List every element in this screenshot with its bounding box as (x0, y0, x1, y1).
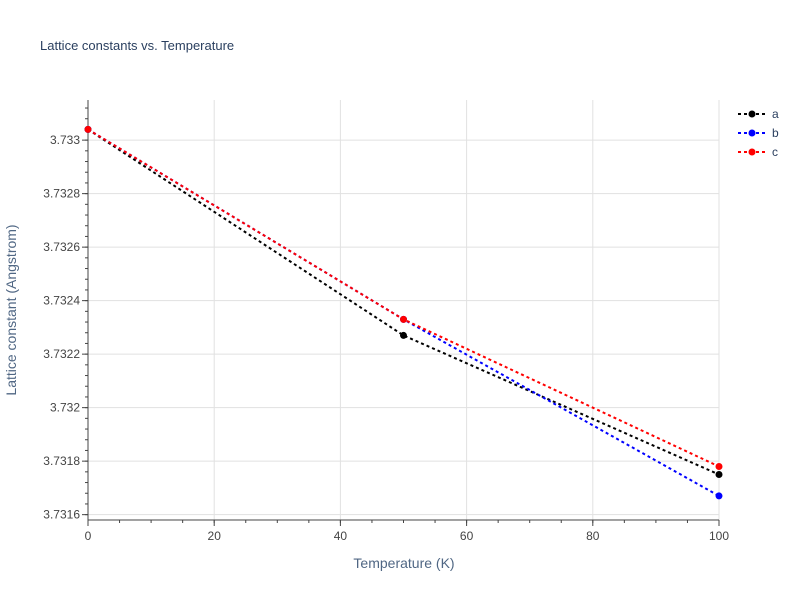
legend-label-b: b (772, 126, 779, 140)
data-point-c (84, 125, 92, 133)
y-tick-label: 3.7316 (43, 508, 80, 522)
axis-layer: 3.7316 3.7318 3.732 3.7322 3.7324 3.7326 3.732… (43, 100, 729, 543)
x-tick-label: 40 (334, 529, 348, 543)
legend-marker-b (748, 129, 756, 137)
series-line-a (87, 128, 720, 476)
x-tick-label: 0 (85, 529, 92, 543)
legend[interactable]: abc (738, 107, 779, 159)
y-tick-label: 3.7318 (43, 454, 80, 468)
y-axis-title: Lattice constant (Angstrom) (3, 224, 19, 395)
legend-item-c[interactable]: c (738, 145, 778, 159)
x-tick-label: 80 (586, 529, 600, 543)
grid-layer (88, 100, 720, 520)
x-tick-label: 100 (709, 529, 729, 543)
data-point-a (715, 471, 723, 479)
data-point-c (400, 315, 407, 323)
legend-item-b[interactable]: b (738, 126, 779, 140)
series-layer (84, 125, 723, 500)
data-point-a (400, 331, 407, 339)
x-axis-title: Temperature (K) (353, 555, 454, 571)
legend-marker-a (748, 110, 756, 118)
x-tick-label: 20 (208, 529, 222, 543)
y-tick-label: 3.7328 (43, 187, 80, 201)
data-point-c (715, 462, 723, 470)
legend-marker-c (748, 148, 756, 156)
y-tick-label: 3.7322 (43, 347, 80, 361)
legend-label-c: c (772, 145, 778, 159)
legend-label-a: a (772, 107, 779, 121)
y-tick-label: 3.733 (50, 133, 80, 147)
legend-item-a[interactable]: a (738, 107, 779, 121)
y-tick-label: 3.732 (50, 401, 80, 415)
y-tick-label: 3.7326 (43, 240, 80, 254)
chart-title: Lattice constants vs. Temperature (40, 38, 234, 53)
y-tick-label: 3.7324 (43, 294, 80, 308)
data-point-b (715, 492, 723, 500)
series-line-c (87, 128, 720, 468)
x-tick-label: 60 (460, 529, 474, 543)
series-line-b (87, 128, 720, 497)
